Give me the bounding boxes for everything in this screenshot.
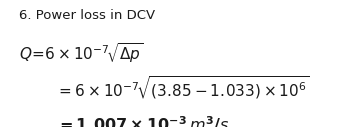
Text: $\mathit{Q}\!=\!6\times10^{-7}\!\sqrt{\Delta p}$: $\mathit{Q}\!=\!6\times10^{-7}\!\sqrt{\D… xyxy=(19,41,144,65)
Text: 6. Power loss in DCV: 6. Power loss in DCV xyxy=(19,9,155,22)
Text: $=6\times10^{-7}\!\sqrt{(3.\!85-1.\!033)\times10^{6}}$: $=6\times10^{-7}\!\sqrt{(3.\!85-1.\!033)… xyxy=(56,75,309,102)
Text: $\mathbf{=1.\!007\times10^{-3}}\,\mathbf{\mathit{m}^{3}/\mathit{s}}$: $\mathbf{=1.\!007\times10^{-3}}\,\mathbf… xyxy=(56,114,230,127)
